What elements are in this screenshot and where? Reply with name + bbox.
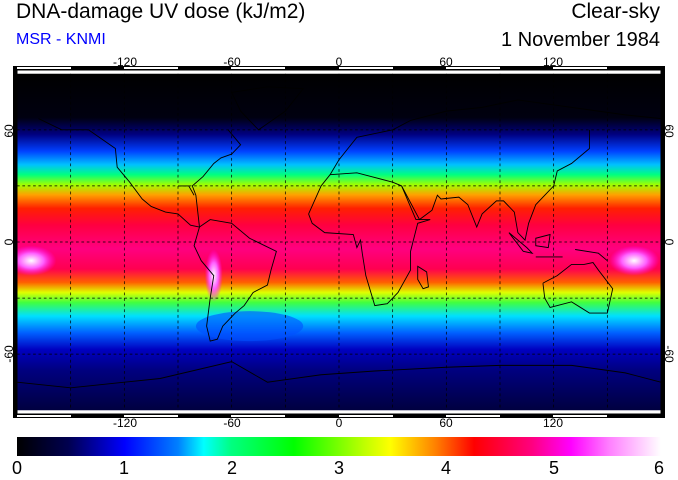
source-label: MSR - KNMI	[16, 31, 106, 48]
colorbar	[17, 437, 661, 456]
lon-tick-bottom: 120	[542, 416, 564, 430]
lon-tick-bottom: 60	[439, 416, 453, 430]
lon-tick-top: 0	[335, 55, 343, 69]
coastlines	[17, 86, 661, 389]
frame-ticks	[17, 67, 607, 417]
hotspot	[17, 245, 57, 276]
lon-tick-bottom: 0	[335, 416, 343, 430]
colorbar-label: 4	[440, 458, 452, 478]
sky-condition: Clear-sky	[571, 0, 660, 23]
lon-tick-bottom: -60	[223, 416, 241, 430]
cloud-feature	[195, 311, 304, 342]
graticule	[17, 73, 661, 411]
lon-tick-bottom: -120	[112, 416, 138, 430]
colorbar-label: 6	[653, 458, 665, 478]
colorbar-label: 3	[333, 458, 345, 478]
colorbar-label: 1	[118, 458, 130, 478]
colorbar-label: 5	[548, 458, 560, 478]
colorbar-label: 0	[11, 458, 23, 478]
uv-dose-map	[17, 73, 661, 411]
map-frame	[13, 66, 665, 418]
hotspot	[609, 245, 660, 276]
colorbar-label: 2	[226, 458, 238, 478]
map-title: DNA-damage UV dose (kJ/m2)	[16, 0, 306, 23]
map-date: 1 November 1984	[501, 29, 660, 51]
